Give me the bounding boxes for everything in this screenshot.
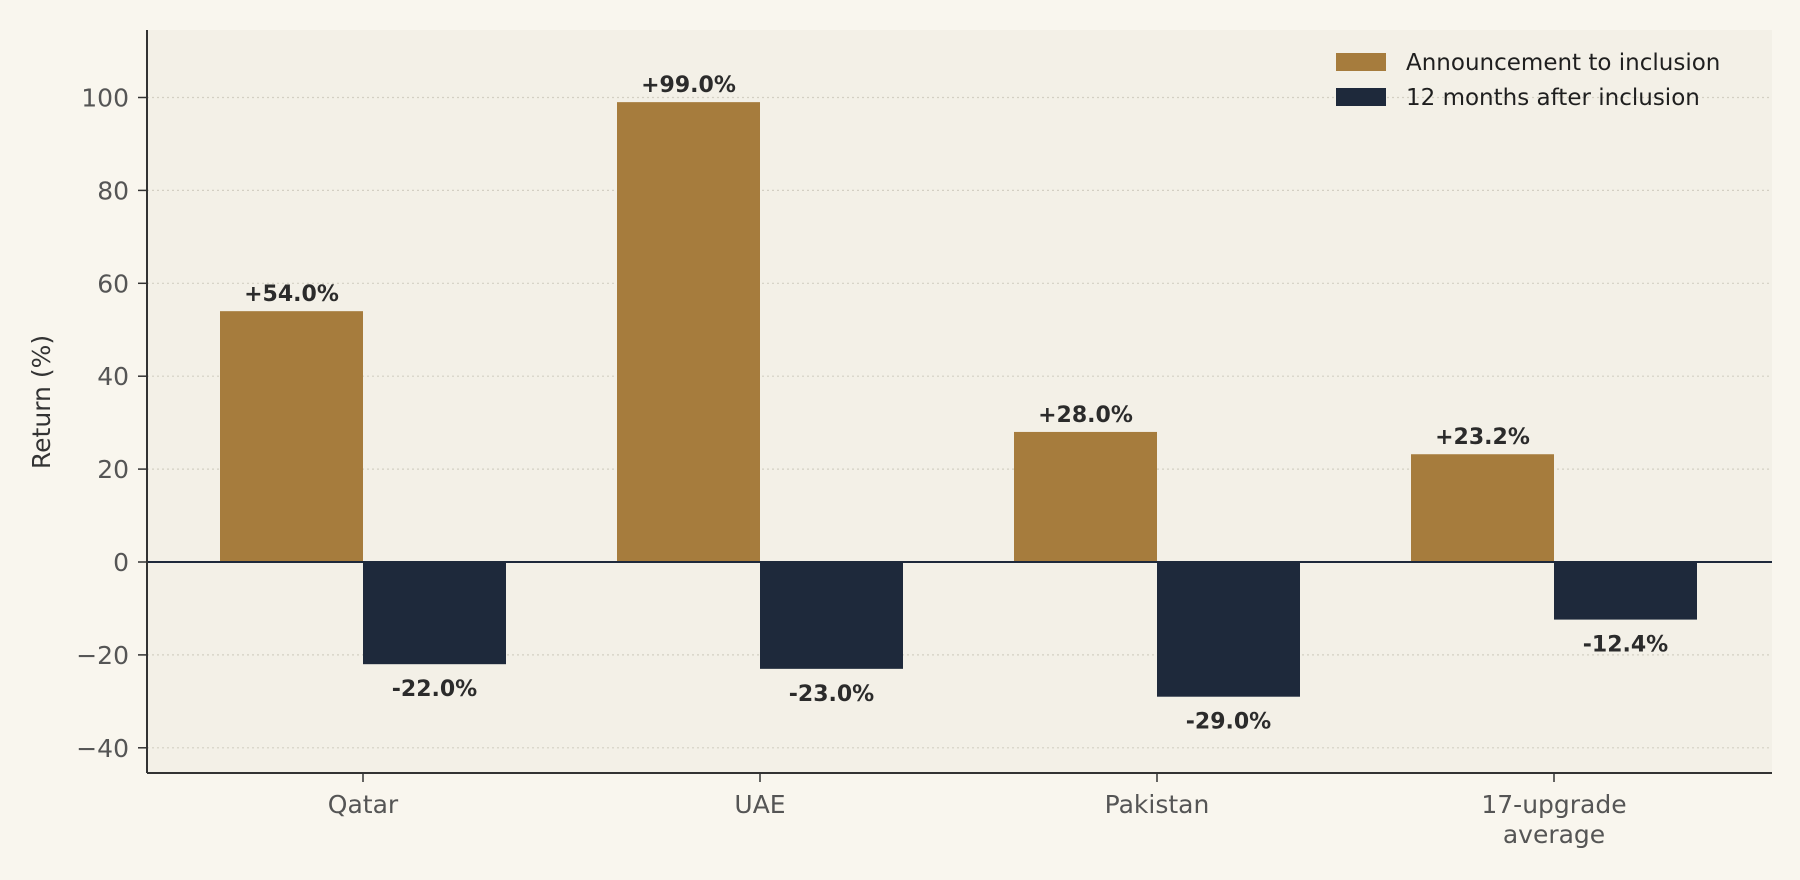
legend-swatch [1336, 53, 1386, 71]
y-tick-label: −40 [76, 734, 129, 763]
y-tick-label: 0 [113, 548, 129, 577]
legend: Announcement to inclusion 12 months after… [1336, 50, 1720, 111]
y-tick-label: 80 [97, 176, 129, 205]
value-label: +99.0% [641, 73, 736, 98]
y-axis-ticks: −40 −20 0 20 40 60 80 100 [76, 84, 147, 763]
y-tick-label: 40 [97, 362, 129, 391]
bar-announcement [220, 311, 363, 562]
y-tick-label: 100 [81, 84, 129, 113]
y-tick-label: 60 [97, 269, 129, 298]
bar-after-inclusion [1157, 562, 1300, 697]
bar-after-inclusion [363, 562, 506, 665]
x-tick-label: UAE [734, 790, 785, 819]
legend-label: 12 months after inclusion [1406, 85, 1700, 111]
value-label: -22.0% [392, 677, 477, 702]
value-label: -23.0% [789, 682, 874, 707]
y-axis-title: Return (%) [27, 335, 56, 469]
x-axis-ticks: Qatar UAE Pakistan 17-upgrade average [328, 773, 1627, 849]
legend-label: Announcement to inclusion [1406, 50, 1720, 76]
value-labels: +54.0% -22.0% +99.0% -23.0% +28.0% -29.0% +23.… [244, 73, 1668, 735]
value-label: -12.4% [1583, 633, 1668, 658]
legend-swatch [1336, 88, 1386, 106]
value-label: +28.0% [1038, 403, 1133, 428]
x-tick-label: Qatar [328, 790, 399, 819]
value-label: +54.0% [244, 282, 339, 307]
bar-after-inclusion [760, 562, 903, 669]
value-label: +23.2% [1435, 425, 1530, 450]
y-tick-label: 20 [97, 455, 129, 484]
x-tick-label: Pakistan [1105, 790, 1210, 819]
bar-announcement [617, 102, 760, 563]
value-label: -29.0% [1186, 710, 1271, 735]
bars [220, 102, 1697, 697]
y-tick-label: −20 [76, 641, 129, 670]
bar-announcement [1411, 454, 1554, 562]
x-tick-label: 17-upgrade average [1481, 790, 1626, 849]
bar-announcement [1014, 431, 1157, 562]
bar-after-inclusion [1554, 562, 1697, 620]
